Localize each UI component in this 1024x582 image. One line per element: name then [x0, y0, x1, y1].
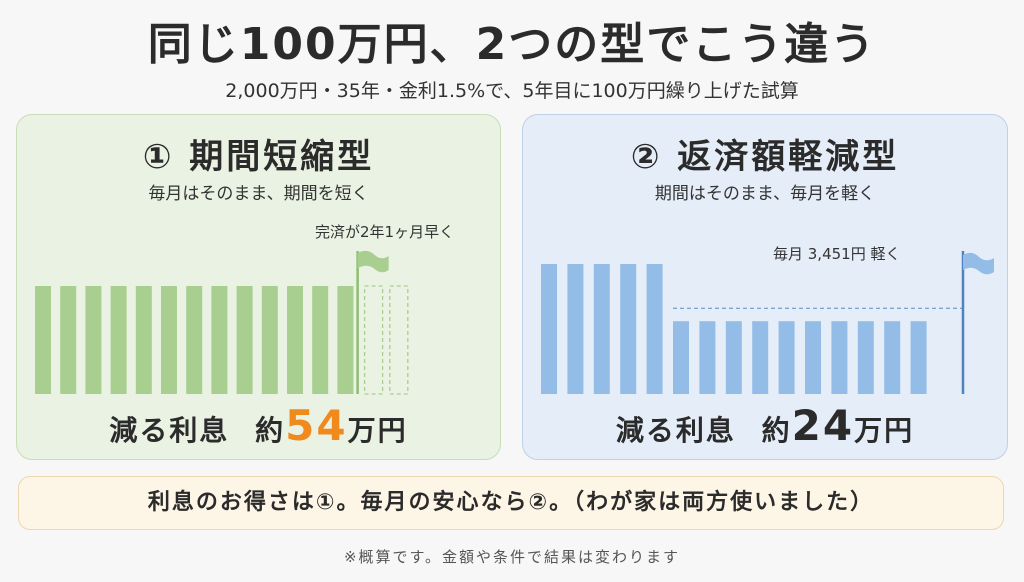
result-unit: 万円	[854, 414, 915, 447]
panel-payment-reduction: ② 返済額軽減型 期間はそのまま、毎月を軽く 毎月 3,451円 軽く 減る利息…	[522, 114, 1008, 460]
payoff-flag	[357, 250, 389, 273]
result-unit: 万円	[347, 414, 408, 447]
payment-bar	[857, 321, 874, 394]
payment-bar	[778, 321, 795, 394]
panel-subtitle: 毎月はそのまま、期間を短く	[148, 184, 369, 204]
payment-bar	[312, 286, 329, 394]
payment-bar	[110, 286, 127, 394]
payment-bar	[831, 321, 848, 394]
payment-bar	[725, 321, 742, 394]
interest-saving-result: 減る利息 約24万円	[523, 401, 1007, 450]
payment-bars-chart	[35, 250, 409, 395]
payment-bar	[593, 264, 610, 394]
result-value: 24	[791, 401, 855, 450]
conclusion-banner: 利息のお得さは①。毎月の安心なら②。（わが家は両方使いました）	[18, 476, 1004, 530]
result-value: 54	[285, 401, 348, 450]
payment-bar	[910, 321, 927, 394]
payment-bar	[35, 286, 51, 394]
payment-bar	[135, 286, 152, 394]
payment-bar	[161, 286, 177, 394]
interest-saving-result: 減る利息 約54万円	[17, 401, 500, 450]
payment-bar	[236, 286, 253, 394]
payoff-annotation: 完済が2年1ヶ月早く	[315, 223, 455, 241]
result-approx: 約	[255, 414, 286, 447]
footnote: ※概算です。金額や条件で結果は変わります	[343, 548, 681, 566]
payment-bar	[287, 286, 303, 394]
panel-title: ② 返済額軽減型	[630, 137, 900, 177]
payment-bar	[186, 286, 203, 394]
payment-bar	[620, 264, 637, 394]
result-label: 減る利息	[615, 414, 736, 447]
payment-bar	[541, 264, 557, 394]
payment-bar	[261, 286, 278, 394]
panel-title: ① 期間短縮型	[142, 137, 375, 177]
monthly-reduction-annotation: 毎月 3,451円 軽く	[773, 245, 901, 263]
page-subtitle: 2,000万円・35年・金利1.5%で、5年目に100万円繰り上げた試算	[225, 80, 799, 102]
payment-bar	[646, 264, 663, 394]
payment-bar	[85, 286, 102, 394]
panel-subtitle: 期間はそのまま、毎月を軽く	[654, 184, 876, 204]
payment-bar	[805, 321, 821, 394]
result-label: 減る利息	[109, 414, 230, 447]
payment-bar	[884, 321, 901, 394]
payment-bar	[673, 321, 689, 394]
panel-period-shortening: ① 期間短縮型 毎月はそのまま、期間を短く 完済が2年1ヶ月早く 減る利息 約5…	[16, 114, 501, 460]
flag	[963, 252, 994, 275]
removed-payment-bar	[363, 285, 384, 395]
payment-bar	[752, 321, 769, 394]
removed-payment-bar	[389, 285, 409, 395]
payment-bar	[567, 264, 584, 394]
payment-bar	[337, 286, 354, 394]
payment-bar	[699, 321, 716, 394]
page-title: 同じ100万円、2つの型でこう違う	[147, 19, 877, 70]
payment-bar	[211, 286, 228, 394]
payment-bar	[60, 286, 77, 394]
result-approx: 約	[761, 414, 792, 447]
payment-bars-chart	[541, 251, 994, 394]
